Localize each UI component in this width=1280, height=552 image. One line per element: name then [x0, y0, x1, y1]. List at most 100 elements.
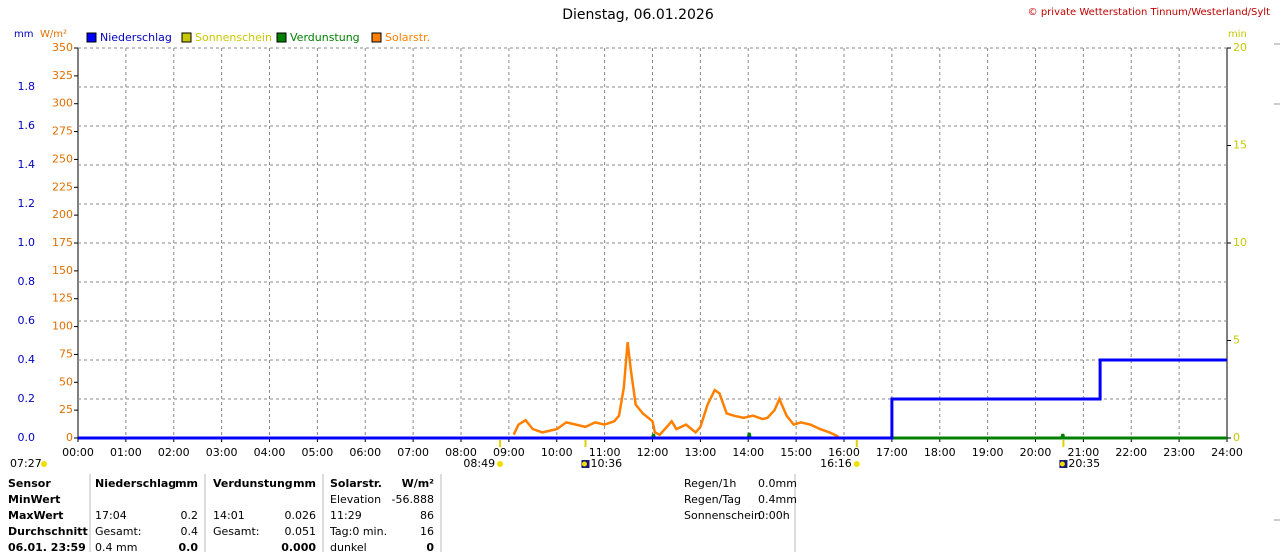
table-cell: Gesamt: [213, 525, 260, 538]
x-tick-label: 09:00 [493, 446, 525, 459]
y3-tick-label: 5 [1233, 334, 1240, 347]
sun-icon [497, 461, 504, 467]
table-cell: W/m² [402, 477, 435, 490]
y3-axis-label: min [1228, 29, 1247, 40]
table-cell: 0.000 [281, 541, 316, 552]
summary-value: 0.0mm [758, 477, 797, 490]
x-tick-label: 04:00 [254, 446, 286, 459]
y-tick-label: 1.0 [18, 236, 36, 249]
legend-swatch [86, 32, 97, 43]
y3-tick-label: 10 [1233, 236, 1247, 249]
legend-swatch [371, 32, 382, 43]
y2-tick-label: 175 [52, 236, 73, 249]
table-cell: 11:29 [330, 509, 362, 522]
table-cell: 16 [420, 525, 434, 538]
y-tick-label: 0.0 [18, 431, 36, 444]
x-tick-label: 22:00 [1115, 446, 1147, 459]
y-tick-label: 0.8 [18, 275, 36, 288]
marker-label: 08:49 [463, 457, 495, 470]
table-cell: Sensor [8, 477, 51, 490]
x-tick-label: 21:00 [1068, 446, 1100, 459]
x-tick-label: 19:00 [972, 446, 1004, 459]
y-tick-label: 1.6 [18, 119, 36, 132]
y2-tick-label: 250 [52, 152, 73, 165]
y2-tick-label: 50 [59, 375, 73, 388]
y2-tick-label: 150 [52, 264, 73, 277]
y2-tick-label: 300 [52, 97, 73, 110]
y2-tick-label: 350 [52, 41, 73, 54]
y2-tick-label: 275 [52, 125, 73, 138]
x-tick-label: 00:00 [62, 446, 94, 459]
marker-label: 10:36 [590, 457, 622, 470]
y-tick-label: 0.4 [18, 353, 36, 366]
table-cell: Niederschlag [95, 477, 176, 490]
table-cell: MaxWert [8, 509, 63, 522]
x-tick-label: 01:00 [110, 446, 142, 459]
table-cell: 0.4 [181, 525, 199, 538]
legend-swatch [181, 32, 192, 43]
table-cell: MinWert [8, 493, 60, 506]
y2-tick-label: 125 [52, 292, 73, 305]
y-tick-label: 0.2 [18, 392, 36, 405]
table-cell: -56.888 [392, 493, 434, 506]
y2-tick-label: 75 [59, 347, 73, 360]
table-cell: 0.051 [285, 525, 317, 538]
moon-icon [1059, 461, 1065, 467]
y2-axis-label: W/m² [40, 29, 67, 40]
table-cell: 0.026 [285, 509, 317, 522]
summary-value: 0.4mm [758, 493, 797, 506]
y2-tick-label: 225 [52, 180, 73, 193]
x-tick-label: 20:00 [1020, 446, 1052, 459]
summary-label: Regen/1h [684, 477, 736, 490]
x-tick-label: 07:00 [397, 446, 429, 459]
summary-label: Sonnenschein [684, 509, 761, 522]
series-line [651, 432, 1227, 440]
moon-icon [581, 461, 587, 467]
copyright: © private Wetterstation Tinnum/Westerlan… [1028, 7, 1270, 18]
x-tick-label: 08:00 [445, 446, 477, 459]
x-tick-label: 15:00 [780, 446, 812, 459]
sun-icon [853, 461, 860, 467]
table-cell: Tag:0 min. [329, 525, 387, 538]
legend-label: Niederschlag [100, 31, 172, 44]
table-cell: mm [293, 477, 316, 490]
x-tick-label: 24:00 [1211, 446, 1243, 459]
x-tick-label: 05:00 [302, 446, 334, 459]
marker-label: 16:16 [820, 457, 852, 470]
x-tick-label: 02:00 [158, 446, 190, 459]
y2-tick-label: 0 [66, 431, 73, 444]
table-cell: 0.4 mm [95, 541, 137, 552]
y3-tick-label: 20 [1233, 41, 1247, 54]
y3-tick-label: 15 [1233, 139, 1247, 152]
legend-label: Verdunstung [290, 31, 360, 44]
y2-tick-label: 100 [52, 320, 73, 333]
x-tick-label: 12:00 [637, 446, 669, 459]
legend-label: Solarstr. [385, 31, 430, 44]
legend-label: Sonnenschein [195, 31, 272, 44]
table-cell: Elevation [330, 493, 381, 506]
marker-label: 20:35 [1068, 457, 1100, 470]
table-cell: dunkel [330, 541, 367, 552]
legend-swatch [276, 32, 287, 43]
table-cell: mm [175, 477, 198, 490]
y-tick-label: 0.6 [18, 314, 36, 327]
summary-label: Regen/Tag [684, 493, 741, 506]
corner-marker: 07:27 [10, 457, 42, 470]
y2-tick-label: 25 [59, 403, 73, 416]
table-cell: 0 [426, 541, 434, 552]
y-axis-label: mm [14, 29, 33, 40]
y-tick-label: 1.8 [18, 80, 36, 93]
y-tick-label: 1.2 [18, 197, 36, 210]
series-line [512, 342, 841, 439]
y2-tick-label: 200 [52, 208, 73, 221]
x-tick-label: 18:00 [924, 446, 956, 459]
summary-value: 0:00h [758, 509, 790, 522]
y2-tick-label: 325 [52, 69, 73, 82]
x-tick-label: 03:00 [206, 446, 238, 459]
x-tick-label: 13:00 [685, 446, 717, 459]
chart-title: Dienstag, 06.01.2026 [562, 7, 714, 23]
x-tick-label: 17:00 [876, 446, 908, 459]
y3-tick-label: 0 [1233, 431, 1240, 444]
table-cell: 06.01. 23:59 [8, 541, 86, 552]
